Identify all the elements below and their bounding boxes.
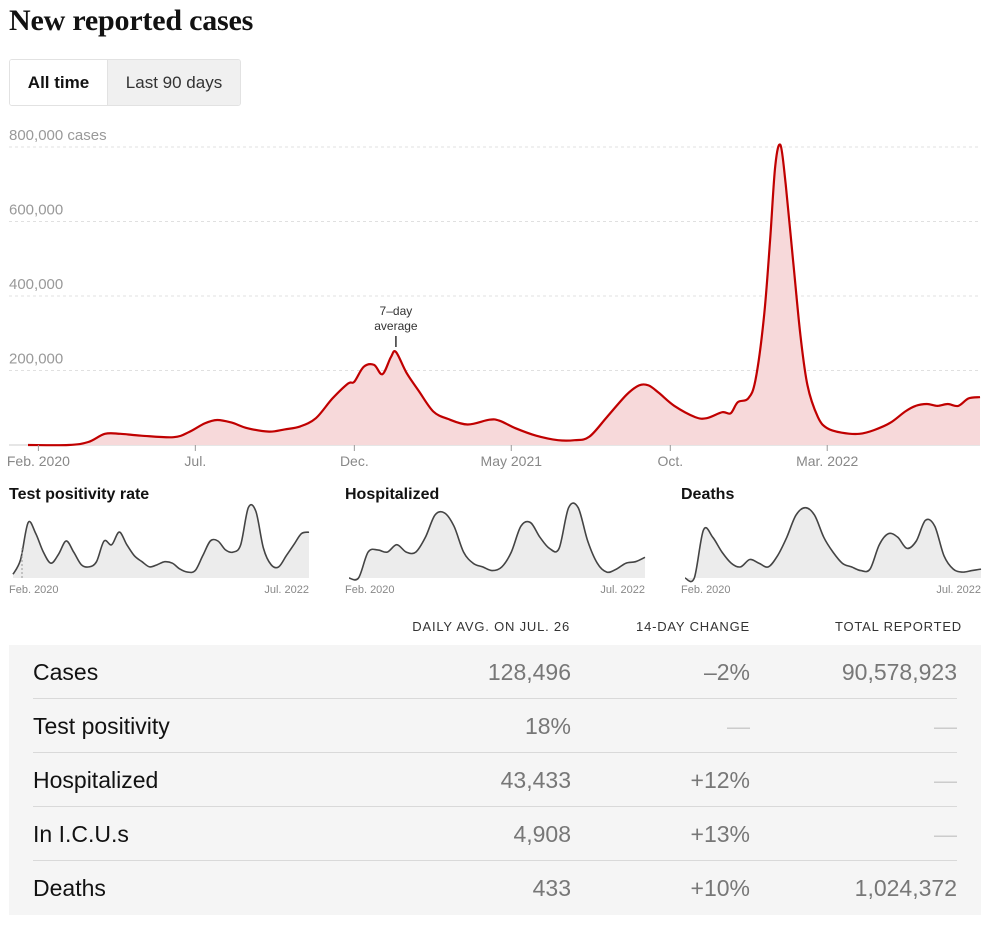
page-title: New reported cases [9,4,254,37]
deaths-title: Deaths [681,486,735,503]
row-daily-avg: 433 [532,875,571,901]
small-x-label: Feb. 2020 [9,584,59,596]
x-tick-label: Mar. 2022 [796,453,858,469]
table-row: Cases 128,496 –2% 90,578,923 [33,645,957,699]
row-14-day-change: — [727,713,750,739]
time-range-toggle: All time Last 90 days [9,59,241,106]
row-total-reported: — [934,767,957,793]
y-tick-label: 200,000 [9,351,63,368]
row-daily-avg: 4,908 [513,821,571,847]
row-label: Hospitalized [33,767,159,793]
row-daily-avg: 128,496 [487,659,571,685]
small-line [12,503,310,575]
deaths-chart: Feb. 2020 Jul. 2022 [681,506,982,596]
row-label: Test positivity [33,713,170,739]
small-x-label: Jul. 2022 [600,584,645,596]
row-14-day-change: +13% [690,821,750,847]
test-positivity-title: Test positivity rate [9,486,150,503]
small-x-label: Feb. 2020 [345,584,395,596]
x-tick-label: Oct. [657,453,683,469]
row-label: Cases [33,659,99,685]
small-line [348,502,646,581]
small-area [349,503,645,580]
x-tick-label: Dec. [340,453,369,469]
table-row: Hospitalized 43,433 +12% — [33,753,957,807]
row-14-day-change: +10% [690,875,750,901]
y-tick-label: 600,000 [9,202,63,219]
row-total-reported: — [934,713,957,739]
small-x-label: Feb. 2020 [681,584,731,596]
annotation-label: average [374,319,418,333]
row-total-reported: 90,578,923 [841,659,957,685]
row-total-reported: 1,024,372 [854,875,957,901]
small-x-label: Jul. 2022 [264,584,309,596]
small-line [684,506,982,583]
cases-line [27,143,981,447]
row-14-day-change: –2% [703,659,750,685]
annotation-label: 7–day [380,304,413,318]
y-tick-label: 400,000 [9,276,63,293]
table-row: In I.C.U.s 4,908 +13% — [33,807,957,861]
x-tick-label: May 2021 [481,453,543,469]
row-label: Deaths [33,875,106,901]
row-total-reported: — [934,821,957,847]
cases-area [28,144,980,446]
stats-table: Cases 128,496 –2% 90,578,923 Test positi… [9,645,981,915]
row-daily-avg: 43,433 [500,767,571,793]
table-row: Test positivity 18% — — [33,699,957,753]
table-row: Deaths 433 +10% 1,024,372 [33,861,957,915]
hospitalized-chart: Feb. 2020 Jul. 2022 [345,502,646,596]
small-area [13,504,309,578]
x-tick-label: Feb. 2020 [7,453,70,469]
header-daily-avg: DAILY AVG. ON JUL. 26 [412,619,570,634]
small-x-label: Jul. 2022 [936,584,981,596]
row-14-day-change: +12% [690,767,750,793]
header-total-reported: TOTAL REPORTED [834,619,962,634]
last-90-days-button[interactable]: Last 90 days [107,60,240,105]
test-positivity-chart: Feb. 2020 Jul. 2022 [9,503,310,596]
y-tick-label: 800,000 cases [9,127,107,144]
hospitalized-title: Hospitalized [345,486,440,503]
small-area [685,507,981,582]
header-14-day-change: 14-DAY CHANGE [636,619,750,634]
x-tick-label: Jul. [184,453,206,469]
cases-chart: 200,000 400,000 600,000 800,000 cases Feb. 2… [7,127,981,469]
all-time-button[interactable]: All time [10,60,107,105]
row-label: In I.C.U.s [33,821,129,847]
row-daily-avg: 18% [524,713,571,739]
